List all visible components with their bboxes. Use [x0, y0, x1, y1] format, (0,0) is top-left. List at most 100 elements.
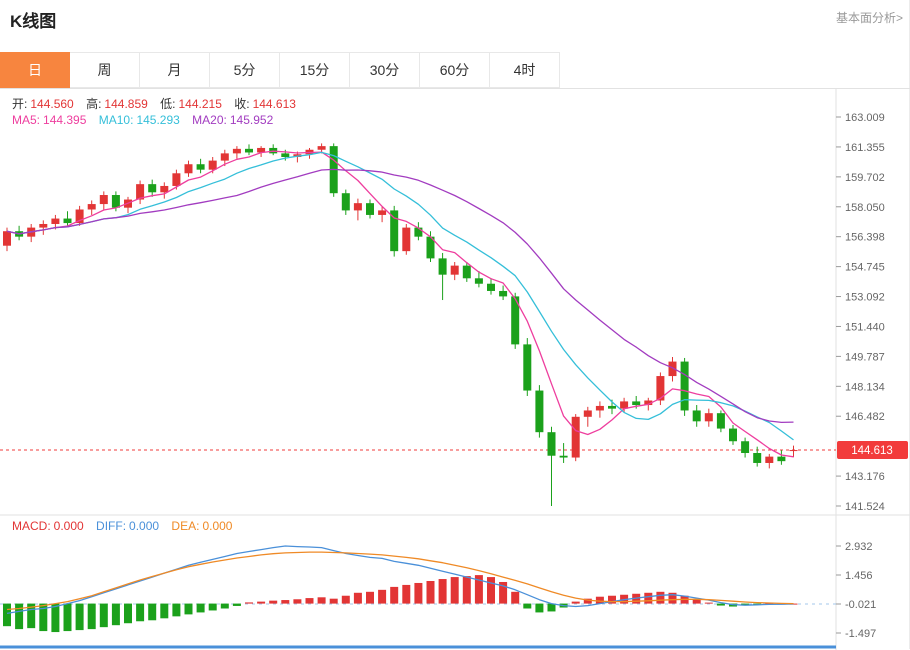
candle-down [390, 210, 399, 252]
candle-up [595, 405, 604, 411]
candle-up [378, 210, 387, 215]
ma-legend: MA5: 144.395 MA10: 145.293 MA20: 145.952 [12, 113, 282, 127]
candle-up [353, 203, 362, 211]
diff-line [6, 545, 794, 615]
candle-down [523, 344, 532, 391]
macd-bar [124, 603, 132, 624]
candle-up [583, 410, 592, 417]
candle-up [704, 413, 713, 422]
tab-4hour[interactable]: 4时 [490, 52, 560, 88]
candle-down [281, 153, 290, 157]
macd-bar [644, 592, 653, 604]
candle-up [87, 204, 96, 210]
candle-up [99, 195, 108, 205]
macd-bar [535, 603, 544, 613]
macd-bar [692, 599, 701, 604]
ma20-value: 145.952 [229, 113, 274, 127]
diff-value: 0.000 [129, 519, 160, 533]
macd-bar [523, 603, 532, 609]
tab-day[interactable]: 日 [0, 52, 70, 88]
ma20-line [6, 168, 794, 424]
macd-bar [583, 598, 592, 604]
tab-week[interactable]: 周 [70, 52, 140, 88]
open-label: 开: [12, 97, 28, 111]
close-value: 144.613 [252, 97, 296, 111]
price-axis-label: 143.176 [845, 471, 885, 483]
macd-bar [426, 581, 435, 604]
price-axis-label: 148.134 [845, 381, 885, 393]
ma-lines-layer [6, 150, 794, 458]
macd-bar [148, 603, 157, 621]
price-axis-label: 161.355 [845, 142, 885, 154]
macd-bar [184, 603, 193, 615]
candles-layer [3, 143, 798, 507]
macd-legend: MACD: 0.000 DIFF: 0.000 DEA: 0.000 [12, 519, 241, 533]
candle-down [414, 227, 423, 237]
macd-bar [232, 603, 241, 606]
candle-down [692, 410, 701, 422]
candle-up [257, 147, 266, 153]
macd-bar [39, 603, 48, 632]
macd-bar [293, 599, 302, 604]
macd-bar [27, 603, 36, 629]
macd-bar [160, 603, 169, 619]
fundamental-analysis-link[interactable]: 基本面分析> [835, 11, 903, 25]
candle-down [716, 413, 725, 429]
candle-down [559, 455, 568, 458]
price-axis-label: 151.440 [845, 321, 885, 333]
candle-up [3, 231, 11, 246]
high-value: 144.859 [104, 97, 148, 111]
ohlc-legend: 开: 144.560 高: 144.859 低: 144.215 收: 144.613 [12, 95, 305, 112]
candle-down [438, 258, 447, 275]
current-price-tag: 144.613 [837, 441, 908, 460]
macd-bar [353, 592, 362, 604]
candle-up [656, 376, 665, 401]
open-value: 144.560 [30, 97, 74, 111]
price-axis-label: 146.482 [845, 411, 885, 423]
dea-label: DEA: [171, 519, 200, 533]
macd-bar [753, 603, 762, 605]
macd-bar [438, 579, 447, 604]
candle-down [777, 456, 786, 462]
price-axis-label: 149.787 [845, 351, 885, 363]
macd-axis-label: 1.456 [845, 570, 873, 582]
candle-up [789, 450, 798, 452]
macd-bar [450, 577, 459, 604]
candle-down [474, 278, 483, 284]
macd-bar [87, 603, 96, 630]
tab-60min[interactable]: 60分 [420, 52, 490, 88]
price-axis-label: 153.092 [845, 292, 885, 304]
candle-down [487, 283, 495, 291]
macd-bar [402, 584, 411, 604]
tab-5min[interactable]: 5分 [210, 52, 280, 88]
macd-bar [75, 603, 84, 631]
candle-down [547, 432, 556, 456]
ma10-line [6, 151, 794, 441]
macd-bar [136, 603, 145, 622]
price-tag-value: 144.613 [851, 445, 893, 457]
candle-up [75, 209, 84, 224]
tab-30min[interactable]: 30分 [350, 52, 420, 88]
candle-up [160, 185, 169, 193]
candle-down [753, 453, 762, 463]
macd-bar [281, 600, 290, 604]
macd-bar [499, 581, 508, 604]
price-tag-bg [837, 441, 908, 460]
macd-bar [414, 582, 423, 604]
tab-15min[interactable]: 15分 [280, 52, 350, 88]
macd-bar [208, 603, 217, 611]
header: K线图 基本面分析> [0, 0, 909, 52]
macd-bar [608, 595, 616, 604]
ma5-value: 144.395 [43, 113, 87, 127]
kline-chart[interactable]: 163.009 161.355 159.702 158.050 156.398 154.7… [0, 89, 910, 650]
candle-up [668, 361, 677, 377]
price-axis: 163.009 161.355 159.702 158.050 156.398 154.7… [836, 112, 885, 513]
tab-month[interactable]: 月 [140, 52, 210, 88]
macd-bar [571, 601, 580, 604]
candle-down [148, 184, 157, 193]
macd-bar [474, 575, 483, 604]
candle-up [39, 223, 48, 228]
ma5-label: MA5: [12, 113, 41, 127]
price-axis-label: 159.702 [845, 172, 885, 184]
candle-down [608, 405, 616, 409]
